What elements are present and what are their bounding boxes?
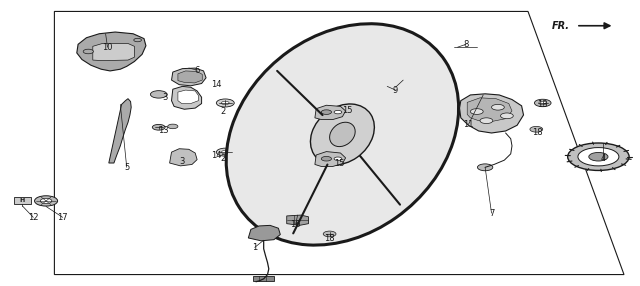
Circle shape [221,101,229,105]
Text: 16: 16 [291,220,301,229]
Ellipse shape [226,24,459,245]
Ellipse shape [310,104,374,165]
Polygon shape [54,11,624,275]
Polygon shape [460,94,524,133]
Text: 13: 13 [538,100,548,109]
Polygon shape [315,105,346,120]
Circle shape [321,110,332,114]
Polygon shape [109,99,131,163]
Text: 8: 8 [463,40,468,49]
Circle shape [568,143,629,170]
Circle shape [168,124,178,129]
Text: 1: 1 [252,243,257,252]
Text: 18: 18 [324,234,335,243]
Circle shape [216,148,234,156]
Text: H: H [20,198,25,203]
Circle shape [530,126,543,132]
Polygon shape [178,71,202,83]
Text: 15: 15 [334,158,344,168]
Text: 6: 6 [195,65,200,75]
Ellipse shape [330,122,355,147]
Polygon shape [170,149,197,166]
Text: 9: 9 [393,86,398,95]
Circle shape [152,124,165,130]
Polygon shape [315,152,346,166]
Circle shape [134,38,141,42]
Polygon shape [287,215,308,225]
Circle shape [334,110,342,114]
Circle shape [589,152,608,161]
Text: 11: 11 [463,120,474,129]
Text: 12: 12 [28,213,38,222]
Text: 14: 14 [211,151,221,160]
Text: 17: 17 [58,213,68,222]
Circle shape [578,148,619,166]
Text: 14: 14 [211,80,221,89]
Circle shape [539,101,547,105]
Circle shape [40,198,52,204]
Text: 3: 3 [163,93,168,102]
Circle shape [83,49,93,54]
Circle shape [221,150,229,154]
Polygon shape [77,32,146,71]
Polygon shape [178,90,198,104]
Polygon shape [14,197,31,204]
Polygon shape [172,68,206,86]
Circle shape [150,91,167,98]
Circle shape [334,157,342,160]
Circle shape [500,113,513,119]
Text: 2: 2 [220,154,225,163]
Text: 13: 13 [158,126,168,135]
Polygon shape [253,276,274,281]
Text: 15: 15 [342,106,352,115]
Circle shape [477,164,493,171]
Circle shape [470,109,483,114]
Polygon shape [467,98,512,122]
Circle shape [492,104,504,110]
Circle shape [35,196,58,206]
Polygon shape [172,86,202,109]
Polygon shape [93,43,134,61]
Text: FR.: FR. [552,21,570,31]
Text: 2: 2 [220,107,225,116]
Circle shape [321,156,332,161]
Text: 5: 5 [124,163,129,172]
Circle shape [534,99,551,107]
Text: 3: 3 [180,157,185,166]
Text: 4: 4 [600,154,605,163]
Text: 10: 10 [102,43,113,52]
Circle shape [480,118,493,124]
Text: 7: 7 [489,208,494,218]
Circle shape [216,99,234,107]
Polygon shape [248,225,280,241]
Text: 18: 18 [532,128,543,138]
Circle shape [323,231,336,237]
